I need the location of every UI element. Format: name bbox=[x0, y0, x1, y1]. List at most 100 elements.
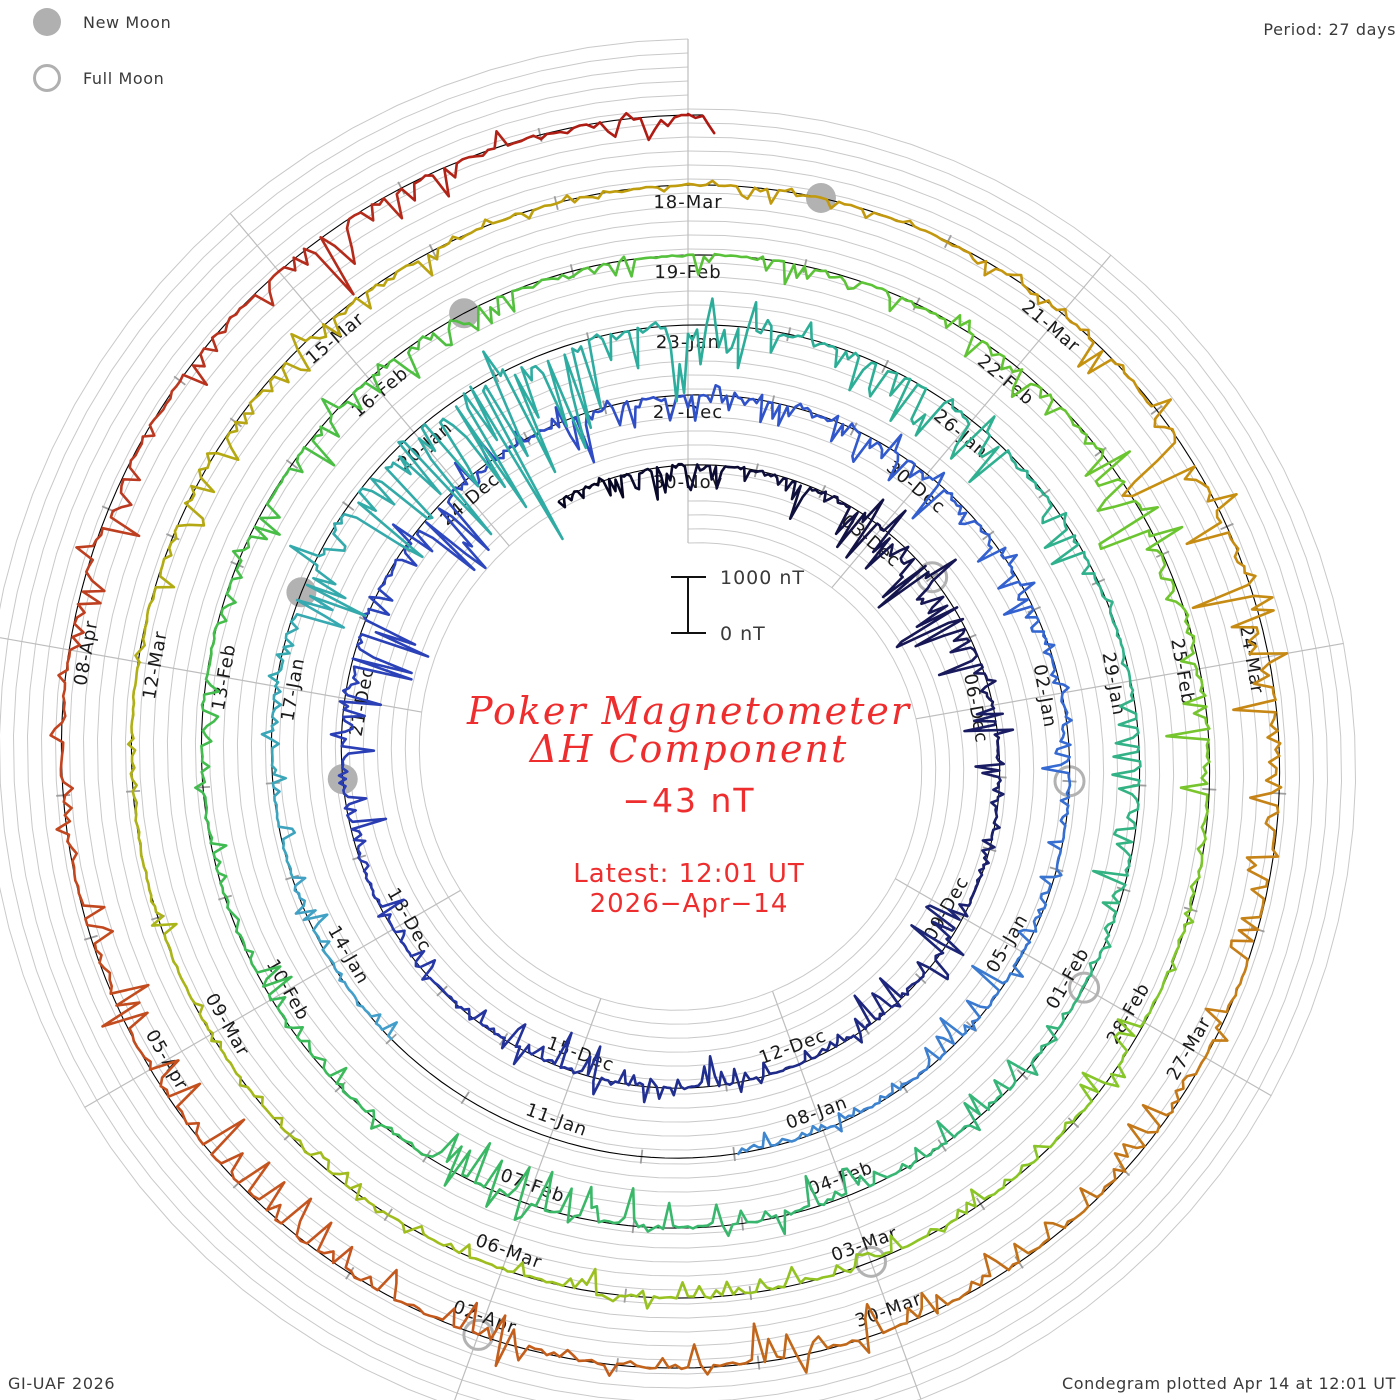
trace-day-segment bbox=[1240, 791, 1280, 931]
date-label: 14-Jan bbox=[323, 922, 373, 988]
grid-spiral bbox=[40, 94, 1301, 1389]
grid-spiral bbox=[306, 360, 1035, 1123]
trace-day-segment bbox=[1041, 691, 1073, 783]
trace-day-segment bbox=[206, 563, 243, 676]
trace-day-segment bbox=[391, 927, 445, 992]
trace-day-segment bbox=[557, 474, 625, 509]
grid-spiral bbox=[278, 332, 1063, 1151]
trace-day-segment bbox=[1165, 668, 1211, 789]
trace-day-segment bbox=[520, 1170, 636, 1225]
trace-day-segment bbox=[853, 977, 922, 1031]
trace-day-segment bbox=[1203, 928, 1260, 1059]
trace-day-segment bbox=[1081, 887, 1124, 989]
trace-day-segment bbox=[1092, 783, 1140, 891]
plotted-label: Condegram plotted Apr 14 at 12:01 UT bbox=[1062, 1374, 1396, 1393]
date-label: 27-Mar bbox=[1163, 1013, 1216, 1084]
grid-spiral bbox=[138, 192, 1203, 1291]
trace-day-segment bbox=[686, 179, 823, 205]
trace-day-segment bbox=[1047, 779, 1072, 871]
trace-day-segment bbox=[111, 379, 182, 513]
trace-day-segment bbox=[178, 270, 281, 386]
trace-day-segment bbox=[49, 648, 74, 797]
period-label: Period: 27 days bbox=[1263, 20, 1396, 39]
trace-day-segment bbox=[349, 1268, 480, 1336]
trace-day-segment bbox=[754, 469, 823, 520]
trace-day-segment bbox=[900, 1017, 977, 1086]
grid-spiral bbox=[0, 38, 1357, 1400]
trace-day-segment bbox=[441, 989, 506, 1040]
trace-day-segment bbox=[357, 437, 493, 559]
trace-day-segment bbox=[500, 1023, 575, 1075]
trace-day-segment bbox=[329, 700, 382, 781]
grid-spiral bbox=[320, 374, 1021, 1109]
date-label: 09-Mar bbox=[201, 990, 254, 1061]
trace-day-segment bbox=[851, 426, 924, 482]
trace-day-segment bbox=[342, 619, 430, 707]
trace-day-segment bbox=[126, 661, 141, 793]
trace-day-segment bbox=[866, 1188, 977, 1258]
date-label: 19-Feb bbox=[654, 262, 721, 283]
trace-day-segment bbox=[269, 996, 348, 1086]
grid-spiral bbox=[82, 136, 1259, 1347]
trace-day-segment bbox=[965, 950, 1024, 1032]
full-moon-marker bbox=[1068, 971, 1101, 1004]
new-moon-icon bbox=[33, 8, 61, 36]
trace-day-segment bbox=[970, 1120, 1075, 1201]
trace-day-segment bbox=[332, 962, 398, 1041]
date-label: 04-Feb bbox=[806, 1157, 876, 1200]
trace-day-segment bbox=[797, 1017, 867, 1066]
date-label: 05-Jan bbox=[982, 910, 1032, 976]
trace-day-segment bbox=[1024, 608, 1070, 695]
grid-spiral bbox=[96, 150, 1245, 1333]
scale-bottom-label: 0 nT bbox=[720, 623, 766, 645]
trace-day-segment bbox=[893, 1252, 1021, 1329]
trace-day-segment bbox=[400, 130, 543, 202]
grid-spiral bbox=[264, 318, 1077, 1165]
date-label: 02-Jan bbox=[1029, 663, 1061, 730]
trace-day-segment bbox=[371, 319, 471, 394]
grid-spiral bbox=[418, 472, 923, 1011]
full-moon-marker bbox=[916, 561, 949, 594]
date-spoke bbox=[229, 213, 510, 547]
trace-day-segment bbox=[1158, 553, 1199, 671]
trace-day-segment bbox=[895, 558, 968, 649]
date-label: 08-Apr bbox=[70, 619, 102, 688]
trace-day-segment bbox=[686, 463, 758, 492]
trace-day-segment bbox=[819, 196, 949, 244]
trace-day-segment bbox=[1010, 368, 1105, 452]
trace-day-segment bbox=[949, 415, 1045, 496]
grid-spiral bbox=[124, 178, 1217, 1305]
date-label: 15-Dec bbox=[544, 1033, 617, 1077]
date-spoke bbox=[454, 998, 602, 1400]
credit-label: GI-UAF 2026 bbox=[8, 1374, 116, 1393]
trace-day-segment bbox=[976, 533, 1036, 616]
trace-day-segment bbox=[1232, 652, 1289, 795]
trace-day-segment bbox=[1095, 581, 1132, 683]
trace-day-segment bbox=[357, 856, 406, 931]
trace-day-segment bbox=[1113, 1056, 1207, 1173]
trace-day-segment bbox=[150, 914, 214, 1035]
date-label: 30-Mar bbox=[852, 1288, 924, 1331]
grid-spiral bbox=[362, 416, 979, 1067]
trace-day-segment bbox=[820, 490, 885, 559]
trace-day-segment bbox=[623, 1280, 752, 1310]
trace-day-segment bbox=[686, 297, 790, 370]
grid-spiral bbox=[110, 164, 1231, 1319]
grid-spiral bbox=[12, 66, 1329, 1400]
date-spoke bbox=[771, 991, 922, 1400]
legend-full-moon: Full Moon bbox=[33, 64, 164, 92]
trace-day-segment bbox=[260, 684, 287, 785]
trace-day-segment bbox=[1064, 308, 1172, 408]
trace-day-segment bbox=[803, 265, 917, 313]
trace-day-segment bbox=[910, 904, 965, 981]
trace-day-segment bbox=[619, 462, 690, 501]
grid-spiral bbox=[222, 276, 1119, 1207]
trace-day-segment bbox=[752, 1302, 897, 1374]
grid-spiral bbox=[292, 346, 1049, 1137]
trace-day-segment bbox=[947, 847, 991, 918]
grid-spiral bbox=[26, 80, 1315, 1400]
trace-day-segment bbox=[1179, 786, 1209, 911]
trace-day-segment bbox=[913, 305, 1015, 374]
trace-day-segment bbox=[361, 546, 418, 622]
trace-day-segment bbox=[911, 471, 991, 537]
